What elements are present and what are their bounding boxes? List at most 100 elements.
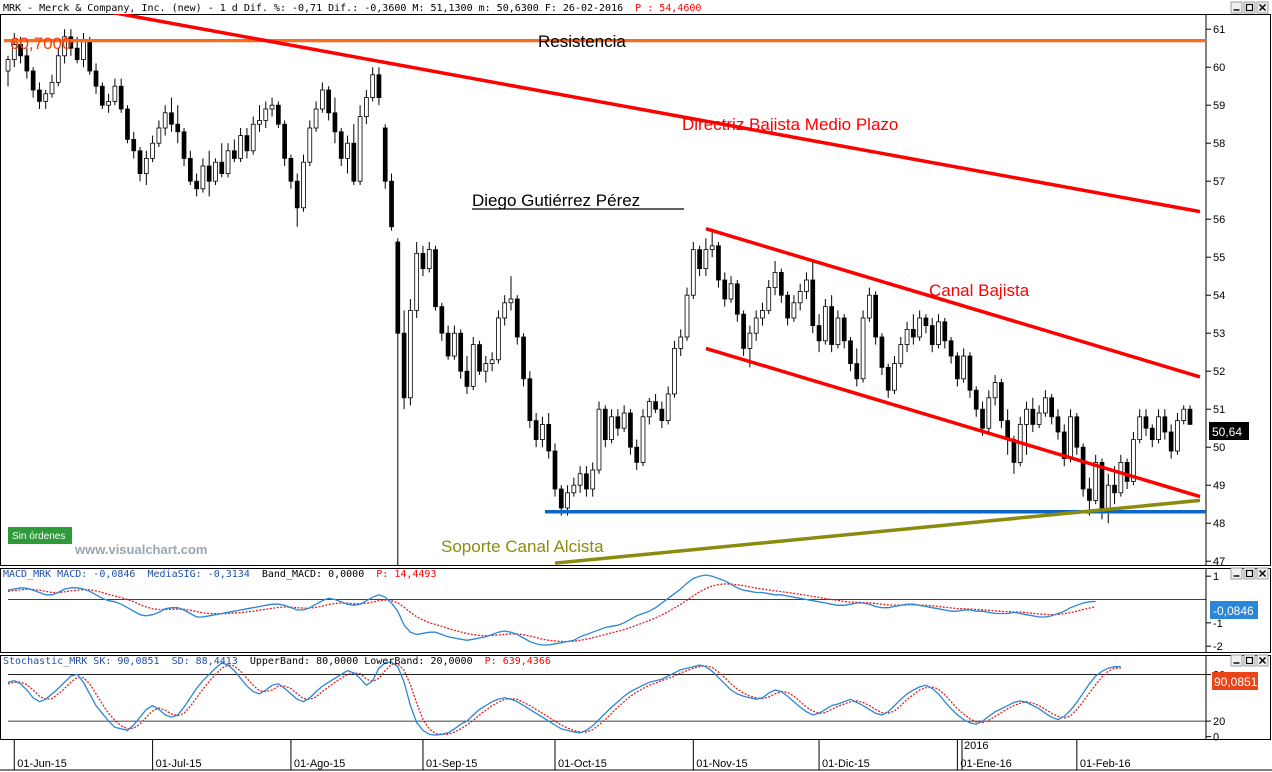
macd-lines <box>7 574 1206 646</box>
candle-body-down <box>841 317 847 342</box>
stochastic-pane-frame <box>0 655 1271 740</box>
price-tick-label: 50 <box>1213 442 1225 454</box>
macd-minimize-button[interactable] <box>1230 567 1243 580</box>
maximize-icon <box>1245 656 1254 665</box>
candle-body-up <box>43 93 49 102</box>
price-tick-label: 53 <box>1213 328 1225 340</box>
candle-body-down <box>30 70 36 91</box>
candle-body-up <box>646 401 652 418</box>
candle-body-up <box>414 252 420 311</box>
candle-body-up <box>269 104 275 110</box>
candle-body-up <box>502 302 508 319</box>
stochastic-header: Stochastic_MRK SK: 90,0851 SD: 88,4413 U… <box>3 656 551 667</box>
stochastic-header-sd: SD: 88,4413 <box>172 656 238 667</box>
date-tick-label: 01-Sep-15 <box>426 758 477 770</box>
price-maximize-button[interactable] <box>1243 1 1256 14</box>
macd-signal-line <box>7 583 1096 643</box>
candle-body-down <box>18 44 23 57</box>
date-tick-label: 01-Jun-15 <box>17 758 67 770</box>
candle-body-down <box>1112 484 1117 494</box>
maximize-icon <box>1245 3 1254 12</box>
maximize-icon <box>1245 569 1254 578</box>
candle-body-up <box>936 321 941 345</box>
candle-body-up <box>143 157 149 174</box>
candle-body-down <box>187 157 193 182</box>
candle-body-down <box>873 294 878 338</box>
candle-body-down <box>659 408 665 422</box>
window-controls[interactable] <box>1230 1 1269 667</box>
candle-body-up <box>1175 420 1180 452</box>
candle-body-down <box>697 249 702 270</box>
stochastic-maximize-button[interactable] <box>1243 654 1256 667</box>
price-tick-label: 47 <box>1213 556 1225 568</box>
candle-body-down <box>332 112 338 133</box>
candle-body-up <box>703 249 709 270</box>
directriz-bajista-line <box>57 0 1201 214</box>
candle-body-down <box>628 412 633 448</box>
candle-body-down <box>1061 431 1067 460</box>
orders-button[interactable]: Sin órdenes <box>8 527 72 544</box>
candle-body-down <box>778 271 784 296</box>
stochastic-minimize-button[interactable] <box>1230 654 1243 667</box>
candle-body-up <box>426 249 432 270</box>
date-tick-label: 01-Nov-15 <box>696 758 747 770</box>
macd-maximize-button[interactable] <box>1243 567 1256 580</box>
candle-body-down <box>1080 446 1086 490</box>
directriz-label: Directriz Bajista Medio Plazo <box>682 115 898 134</box>
candle-body-up <box>508 298 514 304</box>
candle-body-up <box>1043 397 1048 414</box>
candle-body-down <box>376 74 382 99</box>
candle-body-up <box>106 101 111 106</box>
candle-body-up <box>684 294 690 338</box>
stochastic-tick-label: 20 <box>1213 716 1225 728</box>
candle-body-down <box>514 298 520 338</box>
candle-body-up <box>483 363 489 372</box>
stochastic-pane[interactable]: 80200 <box>7 661 1225 744</box>
price-tick-label: 55 <box>1213 252 1225 264</box>
candle-body-up <box>728 283 734 300</box>
candle-body-down <box>458 332 464 372</box>
candle-body-down <box>955 355 960 380</box>
candle-body-down <box>351 142 357 182</box>
price-pane[interactable]: 47 48 49 50 51 52 53 54 55 56 57 58 59 60 61 <box>4 0 1225 569</box>
macd-header-text: MACD_MRK MACD: -0,0846 MediaSIG: -0,3134… <box>3 569 436 580</box>
candle-body-down <box>1049 397 1055 418</box>
candle-body-down <box>118 85 124 110</box>
candle-body-down <box>527 378 533 421</box>
candle-body-up <box>835 317 841 346</box>
macd-main-line <box>7 574 1096 646</box>
candle-body-up <box>1156 416 1161 440</box>
orders-button-bg[interactable] <box>8 527 72 544</box>
candle-body-down <box>716 245 721 281</box>
candle-body-up <box>156 127 162 144</box>
candle-body-up <box>867 294 872 319</box>
candle-body-down <box>741 313 746 349</box>
macd-header-p: P: 14,4493 <box>376 569 436 580</box>
last-price-badge: 50,64 <box>1209 422 1249 440</box>
candle-body-up <box>791 302 797 319</box>
orders-button-label[interactable]: Sin órdenes <box>12 531 65 542</box>
candle-body-down <box>24 55 30 72</box>
stochastic-sk-line <box>7 661 1121 736</box>
candle-body-up <box>986 397 992 429</box>
candle-body-up <box>540 423 545 440</box>
candle-body-down <box>175 123 181 133</box>
candle-body-up <box>5 59 11 72</box>
candle-body-up <box>577 473 583 486</box>
watermark: www.visualchart.com <box>74 542 207 557</box>
candle-body-up <box>772 271 778 288</box>
candle-body-up <box>200 165 206 190</box>
stochastic-header-text: Stochastic_MRK SK: 90,0851 SD: 88,4413 U… <box>3 656 551 667</box>
candle-body-down <box>401 332 407 399</box>
candle-body-down <box>879 336 885 368</box>
macd-header: MACD_MRK MACD: -0,0846 MediaSIG: -0,3134… <box>3 569 436 580</box>
candle-body-up <box>1181 408 1187 422</box>
macd-pane[interactable]: 1 -1 -2 <box>7 571 1223 653</box>
price-minimize-button[interactable] <box>1230 1 1243 14</box>
candle-body-down <box>194 180 199 190</box>
candle-body-down <box>885 366 891 391</box>
candle-body-down <box>433 249 438 308</box>
date-tick-label: 01-Ago-15 <box>294 758 345 770</box>
candle-body-up <box>804 279 809 292</box>
